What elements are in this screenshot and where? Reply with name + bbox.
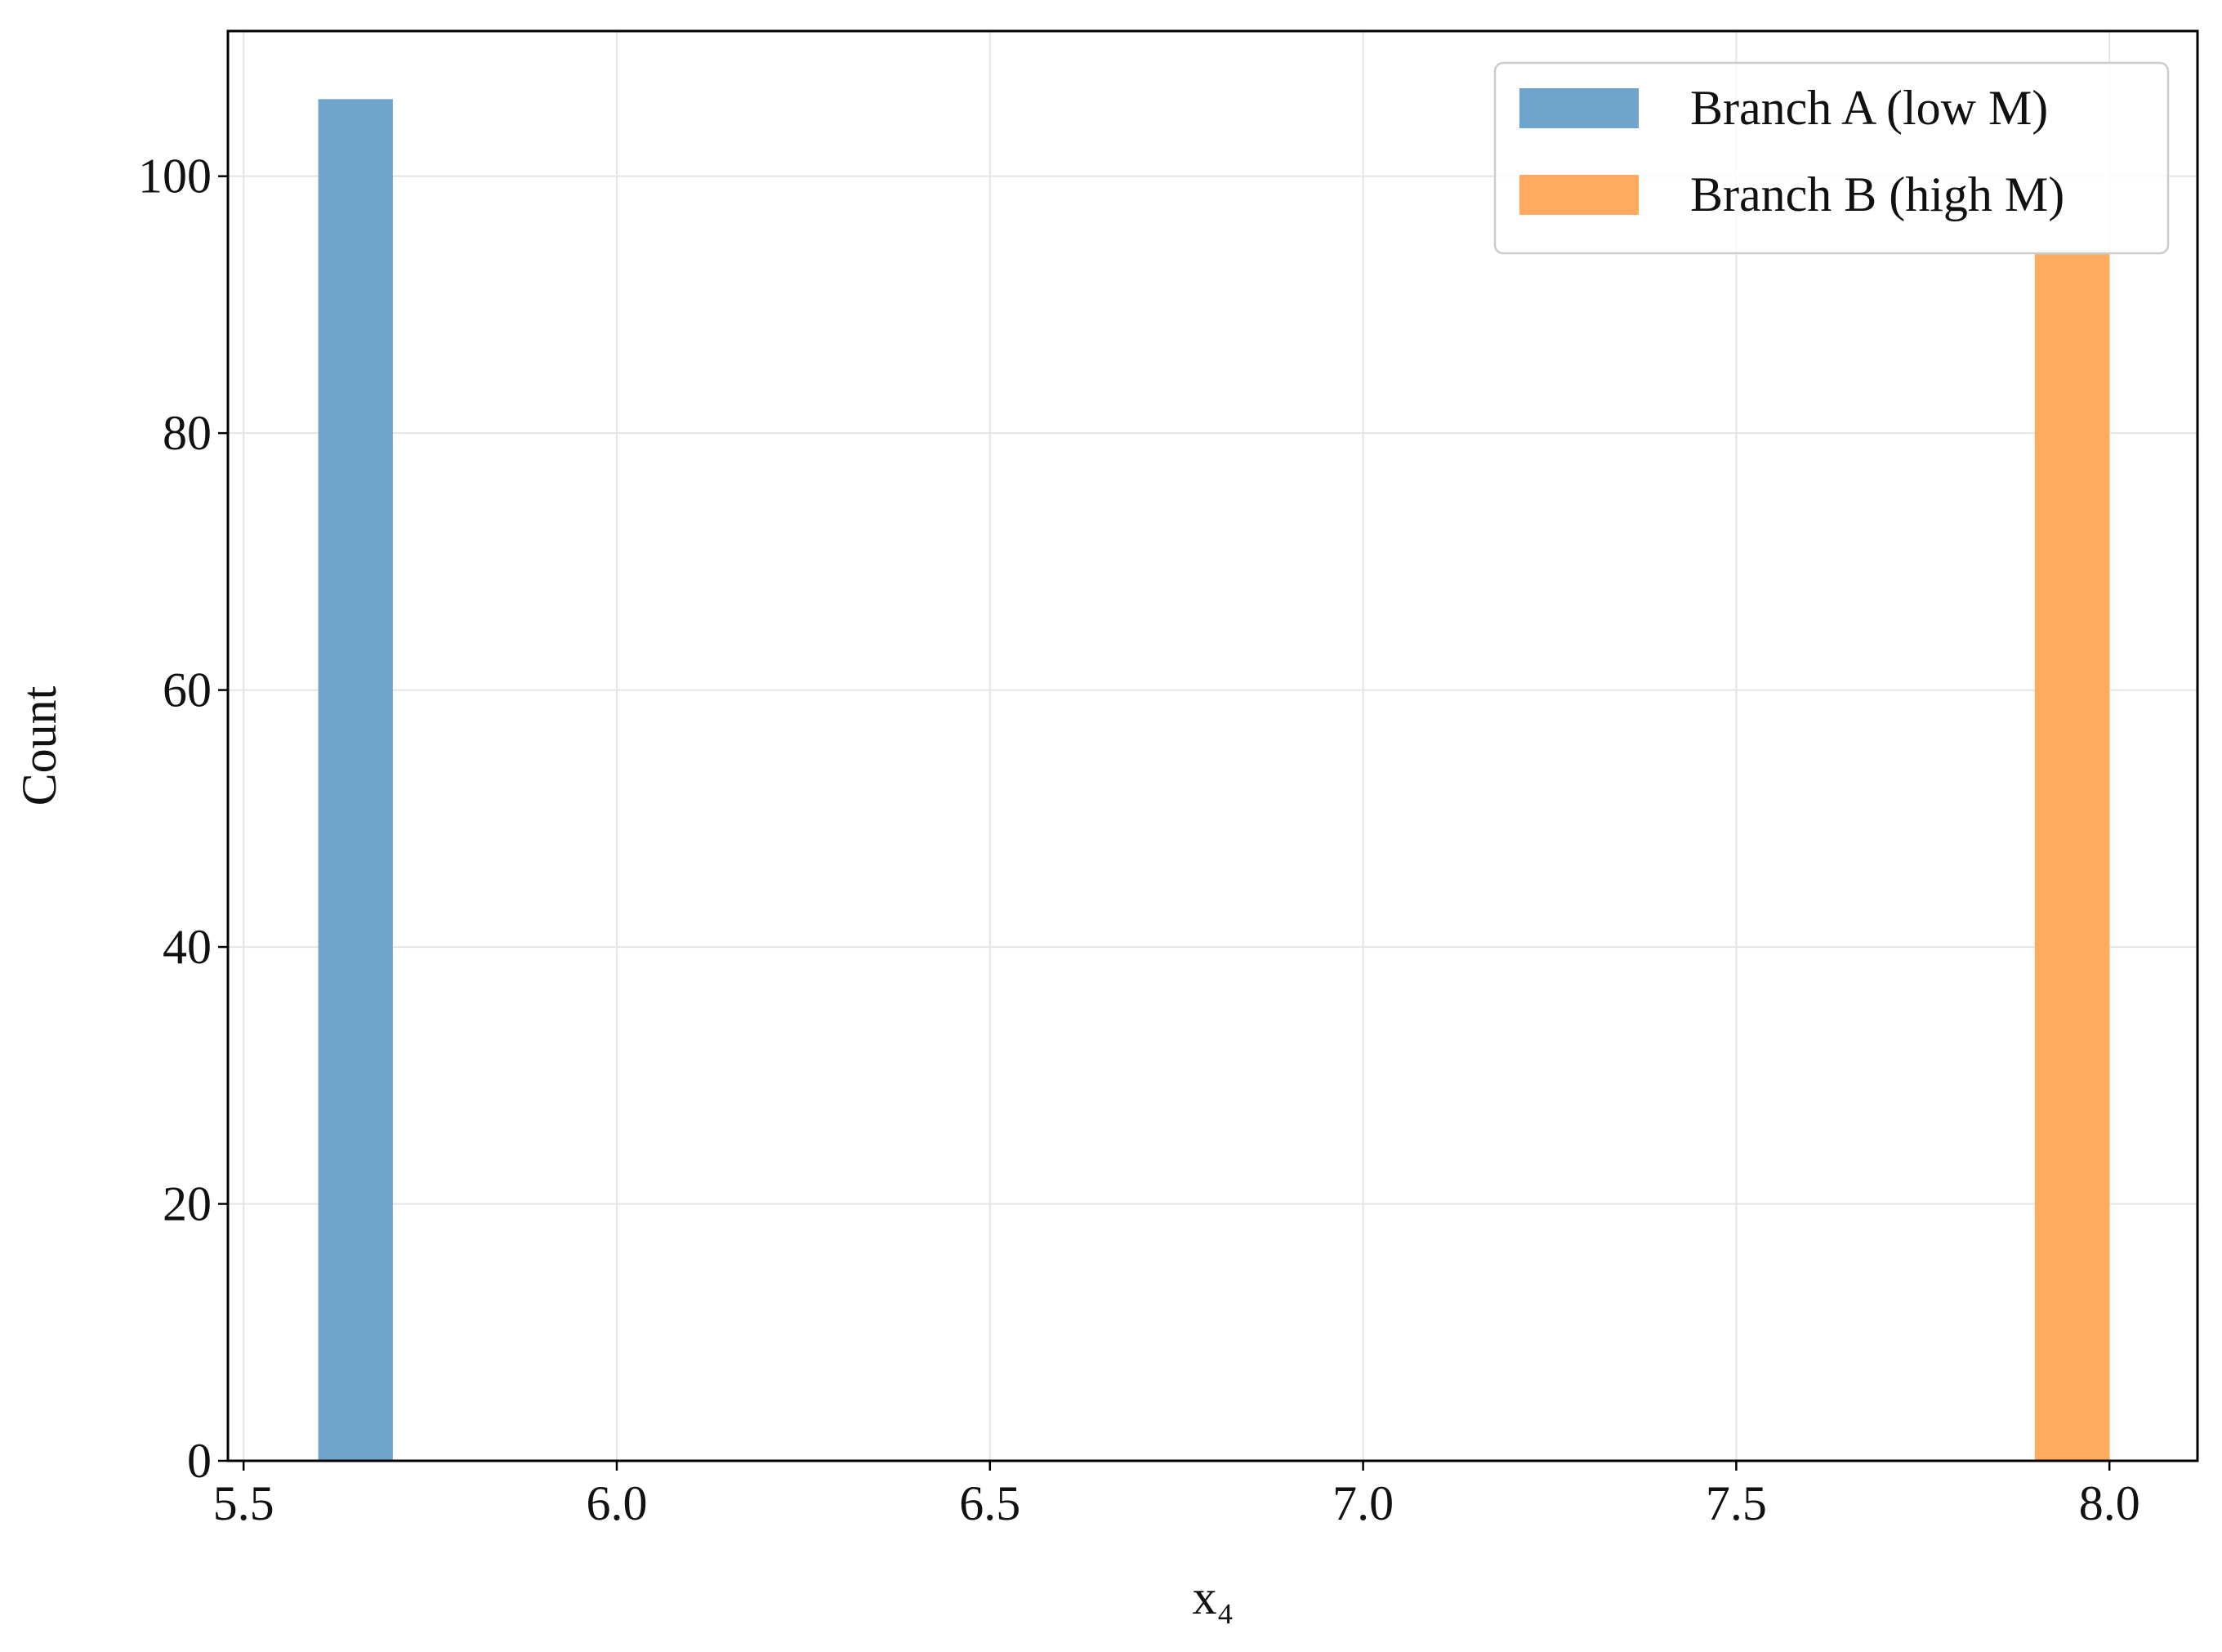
y-tick-label: 80 xyxy=(163,406,212,460)
x-tick-label: 8.0 xyxy=(2079,1476,2140,1530)
y-tick-label: 60 xyxy=(163,663,212,717)
plot-frame xyxy=(226,29,2199,1462)
legend-label: Branch B (high M) xyxy=(1690,167,2064,221)
y-tick-label: 40 xyxy=(163,920,212,974)
bar xyxy=(2034,253,2110,1461)
legend-swatch xyxy=(1519,175,1639,215)
x-axis-label: x₄ xyxy=(1193,1570,1234,1624)
y-tick-label: 0 xyxy=(187,1434,212,1488)
legend-box xyxy=(1493,61,2170,255)
y-tick-label: 20 xyxy=(163,1177,212,1231)
y-axis-label: Count xyxy=(12,685,66,806)
legend-swatch xyxy=(1519,88,1639,128)
x-tick-label: 6.5 xyxy=(959,1476,1020,1530)
x-tick-label: 5.5 xyxy=(213,1476,274,1530)
y-tick-label: 100 xyxy=(138,150,212,203)
legend-label: Branch A (low M) xyxy=(1690,81,2048,135)
bar xyxy=(318,99,393,1461)
x-tick-label: 7.0 xyxy=(1332,1476,1394,1530)
x-tick-label: 6.0 xyxy=(586,1476,647,1530)
x-tick-label: 7.5 xyxy=(1706,1476,1767,1530)
